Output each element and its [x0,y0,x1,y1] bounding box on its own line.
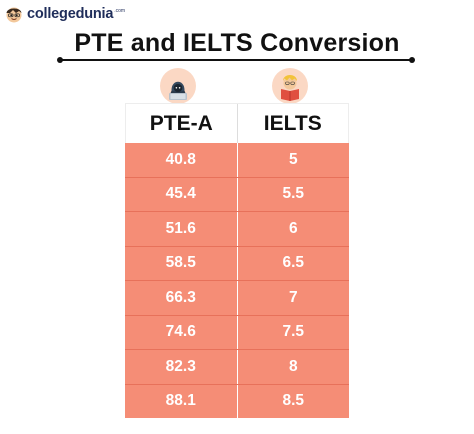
header-pte-a: PTE-A [125,104,237,143]
ielts-score-cell: 5.5 [236,177,350,211]
title-underline-dot-right [409,57,415,63]
table-row: 88.1 8.5 [125,384,350,418]
table-row: 40.8 5 [125,143,349,178]
pte-score-cell: 51.6 [165,219,196,237]
header-ielts: IELTS [236,104,349,143]
brand-name: collegedunia [27,6,114,22]
student-reading-book-icon [272,68,308,104]
pte-score-cell: 45.4 [165,185,196,203]
title-underline [60,59,412,61]
pte-score-cell: 88.1 [165,392,196,410]
pte-score-cell: 58.5 [165,254,196,272]
table-body: 40.8 5 45.4 5.5 51.6 6 58.5 6.5 66.3 7 7… [125,143,349,418]
ielts-score-cell: 8 [236,350,350,384]
ielts-score-cell: 5 [236,143,350,177]
table-row: 45.4 5.5 [125,177,350,212]
ielts-score-cell: 8.5 [236,384,350,418]
student-face-icon [6,7,22,23]
hooded-student-laptop-icon [160,68,196,104]
ielts-score-cell: 6.5 [236,246,350,280]
table-row: 74.6 7.5 [125,315,350,350]
pte-score-cell: 40.8 [165,150,196,168]
page-title: PTE and IELTS Conversion [74,29,400,57]
ielts-score-cell: 7.5 [236,315,350,349]
table-header-row: PTE-A IELTS [125,103,349,143]
brand-logo-group[interactable]: collegedunia .com [4,4,125,24]
pte-score-cell: 66.3 [165,288,196,306]
table-row: 58.5 6.5 [125,246,350,281]
conversion-table: PTE-A IELTS 40.8 5 45.4 5.5 51.6 6 58.5 … [125,103,349,418]
ielts-score-cell: 6 [236,212,350,246]
brand-suffix: .com [114,8,126,14]
table-row: 51.6 6 [125,212,349,247]
pte-score-cell: 82.3 [165,357,196,375]
table-row: 66.3 7 [125,281,349,316]
title-underline-dot-left [57,57,63,63]
pte-score-cell: 74.6 [165,323,196,341]
ielts-score-cell: 7 [236,281,350,315]
table-row: 82.3 8 [125,350,349,385]
